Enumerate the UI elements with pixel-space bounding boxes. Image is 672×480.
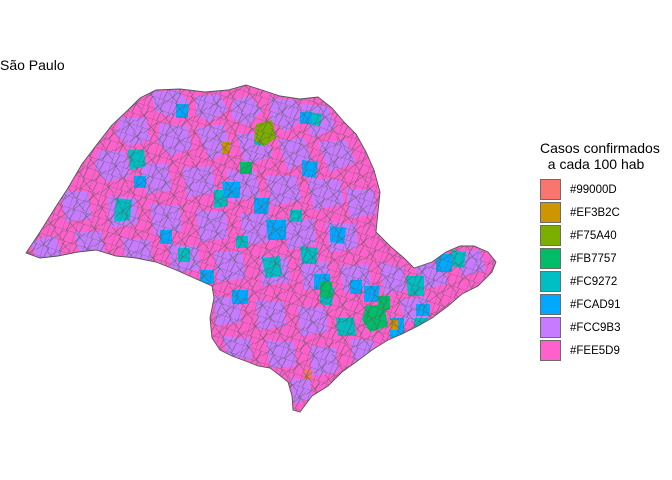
legend-title-line1: Casos confirmados	[540, 140, 660, 156]
legend-item: #FEE5D9	[540, 339, 660, 362]
map-title: São Paulo	[0, 57, 65, 73]
state-outline	[25, 84, 497, 413]
legend-swatch	[540, 271, 561, 292]
legend-swatch	[540, 202, 561, 223]
legend-label: #FB7757	[570, 252, 617, 265]
legend-item: #FCAD91	[540, 293, 660, 316]
legend-list: #99000D #EF3B2C #F75A40 #FB7757 #FC9272 #FCAD…	[540, 178, 660, 362]
legend-item: #F75A40	[540, 224, 660, 247]
legend-item: #EF3B2C	[540, 201, 660, 224]
legend: Casos confirmados a cada 100 hab #99000D…	[540, 140, 660, 362]
legend-swatch	[540, 294, 561, 315]
legend-label: #FCC9B3	[570, 321, 621, 334]
legend-label: #99000D	[570, 183, 617, 196]
legend-item: #99000D	[540, 178, 660, 201]
legend-item: #FCC9B3	[540, 316, 660, 339]
legend-label: #EF3B2C	[570, 206, 620, 219]
legend-swatch	[540, 225, 561, 246]
legend-swatch	[540, 179, 561, 200]
legend-item: #FC9272	[540, 270, 660, 293]
legend-swatch	[540, 340, 561, 361]
legend-label: #FC9272	[570, 275, 618, 288]
legend-label: #FEE5D9	[570, 344, 620, 357]
legend-swatch	[540, 317, 561, 338]
legend-item: #FB7757	[540, 247, 660, 270]
legend-swatch	[540, 248, 561, 269]
legend-label: #F75A40	[570, 229, 617, 242]
legend-label: #FCAD91	[570, 298, 621, 311]
legend-title: Casos confirmados a cada 100 hab	[540, 140, 660, 172]
legend-title-line2: a cada 100 hab	[547, 156, 645, 172]
